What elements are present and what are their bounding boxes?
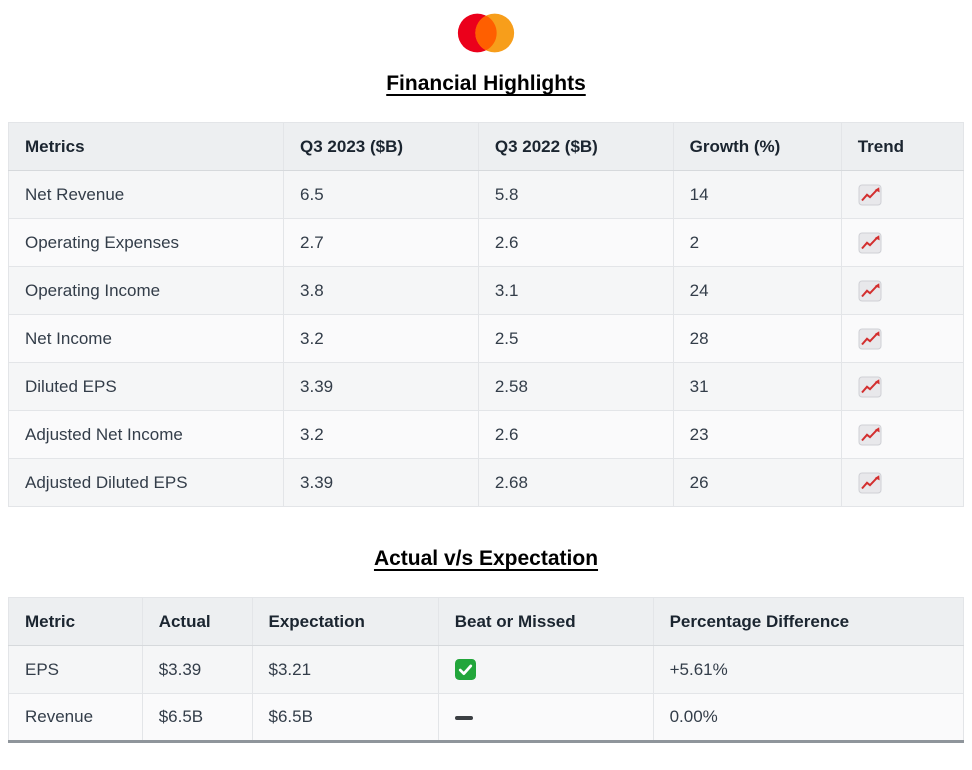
growth-cell: 14	[672, 170, 842, 219]
table-row: Operating Expenses 2.7 2.6 2	[7, 218, 965, 267]
growth-cell: 23	[672, 410, 842, 459]
growth-cell: 2	[672, 218, 842, 267]
financial-highlights-table: Metrics Q3 2023 ($B) Q3 2022 ($B) Growth…	[7, 122, 965, 507]
logo-container	[0, 12, 972, 58]
actual-vs-expectation-title: Actual v/s Expectation	[373, 547, 599, 570]
metric-cell: Diluted EPS	[7, 362, 285, 411]
header-metric: Metric	[8, 597, 143, 646]
header-trend: Trend	[840, 122, 965, 171]
q3-2022-cell: 5.8	[477, 170, 674, 219]
metric-cell: Operating Expenses	[7, 218, 285, 267]
expectation-cell: $6.5B	[251, 693, 439, 742]
trend-up-icon	[858, 280, 947, 302]
q3-2023-cell: 3.2	[283, 314, 479, 363]
header-growth: Growth (%)	[672, 122, 842, 171]
q3-2023-cell: 3.8	[283, 266, 479, 315]
metric-cell: Adjusted Net Income	[7, 410, 285, 459]
growth-cell: 26	[672, 458, 842, 507]
table-row: Net Income 3.2 2.5 28	[7, 314, 965, 363]
table-row: Revenue $6.5B $6.5B 0.00%	[8, 693, 965, 742]
q3-2022-cell: 2.58	[477, 362, 674, 411]
growth-cell: 24	[672, 266, 842, 315]
trend-up-icon	[858, 376, 947, 398]
table-row: Adjusted Net Income 3.2 2.6 23	[7, 410, 965, 459]
metric-cell: EPS	[8, 645, 143, 694]
header-expectation: Expectation	[251, 597, 439, 646]
q3-2022-cell: 2.6	[477, 410, 674, 459]
q3-2022-cell: 2.68	[477, 458, 674, 507]
table-header-row: Metric Actual Expectation Beat or Missed…	[8, 597, 965, 646]
header-q3-2022: Q3 2022 ($B)	[477, 122, 674, 171]
q3-2022-cell: 3.1	[477, 266, 674, 315]
metric-cell: Net Revenue	[7, 170, 285, 219]
q3-2022-cell: 2.5	[477, 314, 674, 363]
q3-2023-cell: 3.39	[283, 362, 479, 411]
metric-cell: Adjusted Diluted EPS	[7, 458, 285, 507]
minus-icon	[454, 715, 473, 720]
table-row: Diluted EPS 3.39 2.58 31	[7, 362, 965, 411]
table-row: Net Revenue 6.5 5.8 14	[7, 170, 965, 219]
table-row: Adjusted Diluted EPS 3.39 2.68 26	[7, 458, 965, 507]
growth-cell: 31	[672, 362, 842, 411]
header-q3-2023: Q3 2023 ($B)	[283, 122, 479, 171]
actual-cell: $6.5B	[141, 693, 253, 742]
actual-cell: $3.39	[141, 645, 253, 694]
header-percentage-difference: Percentage Difference	[652, 597, 965, 646]
table-header-row: Metrics Q3 2023 ($B) Q3 2022 ($B) Growth…	[7, 122, 965, 171]
q3-2023-cell: 3.2	[283, 410, 479, 459]
expectation-cell: $3.21	[251, 645, 439, 694]
header-actual: Actual	[141, 597, 253, 646]
mastercard-logo	[454, 12, 518, 59]
q3-2022-cell: 2.6	[477, 218, 674, 267]
trend-up-icon	[858, 328, 947, 350]
table-row: Operating Income 3.8 3.1 24	[7, 266, 965, 315]
table-row: EPS $3.39 $3.21 +5.61%	[8, 645, 965, 694]
actual-vs-expectation-table: Metric Actual Expectation Beat or Missed…	[8, 597, 965, 743]
header-metrics: Metrics	[7, 122, 285, 171]
trend-up-icon	[858, 424, 947, 446]
percentage-difference-cell: 0.00%	[652, 693, 965, 742]
q3-2023-cell: 3.39	[283, 458, 479, 507]
metric-cell: Operating Income	[7, 266, 285, 315]
q3-2023-cell: 6.5	[283, 170, 479, 219]
trend-up-icon	[858, 232, 947, 254]
financial-highlights-title: Financial Highlights	[386, 72, 586, 95]
header-beat-or-missed: Beat or Missed	[437, 597, 654, 646]
metric-cell: Net Income	[7, 314, 285, 363]
percentage-difference-cell: +5.61%	[652, 645, 965, 694]
trend-up-icon	[858, 184, 947, 206]
metric-cell: Revenue	[8, 693, 143, 742]
q3-2023-cell: 2.7	[283, 218, 479, 267]
trend-up-icon	[858, 472, 947, 494]
green-check-icon	[454, 659, 637, 680]
growth-cell: 28	[672, 314, 842, 363]
